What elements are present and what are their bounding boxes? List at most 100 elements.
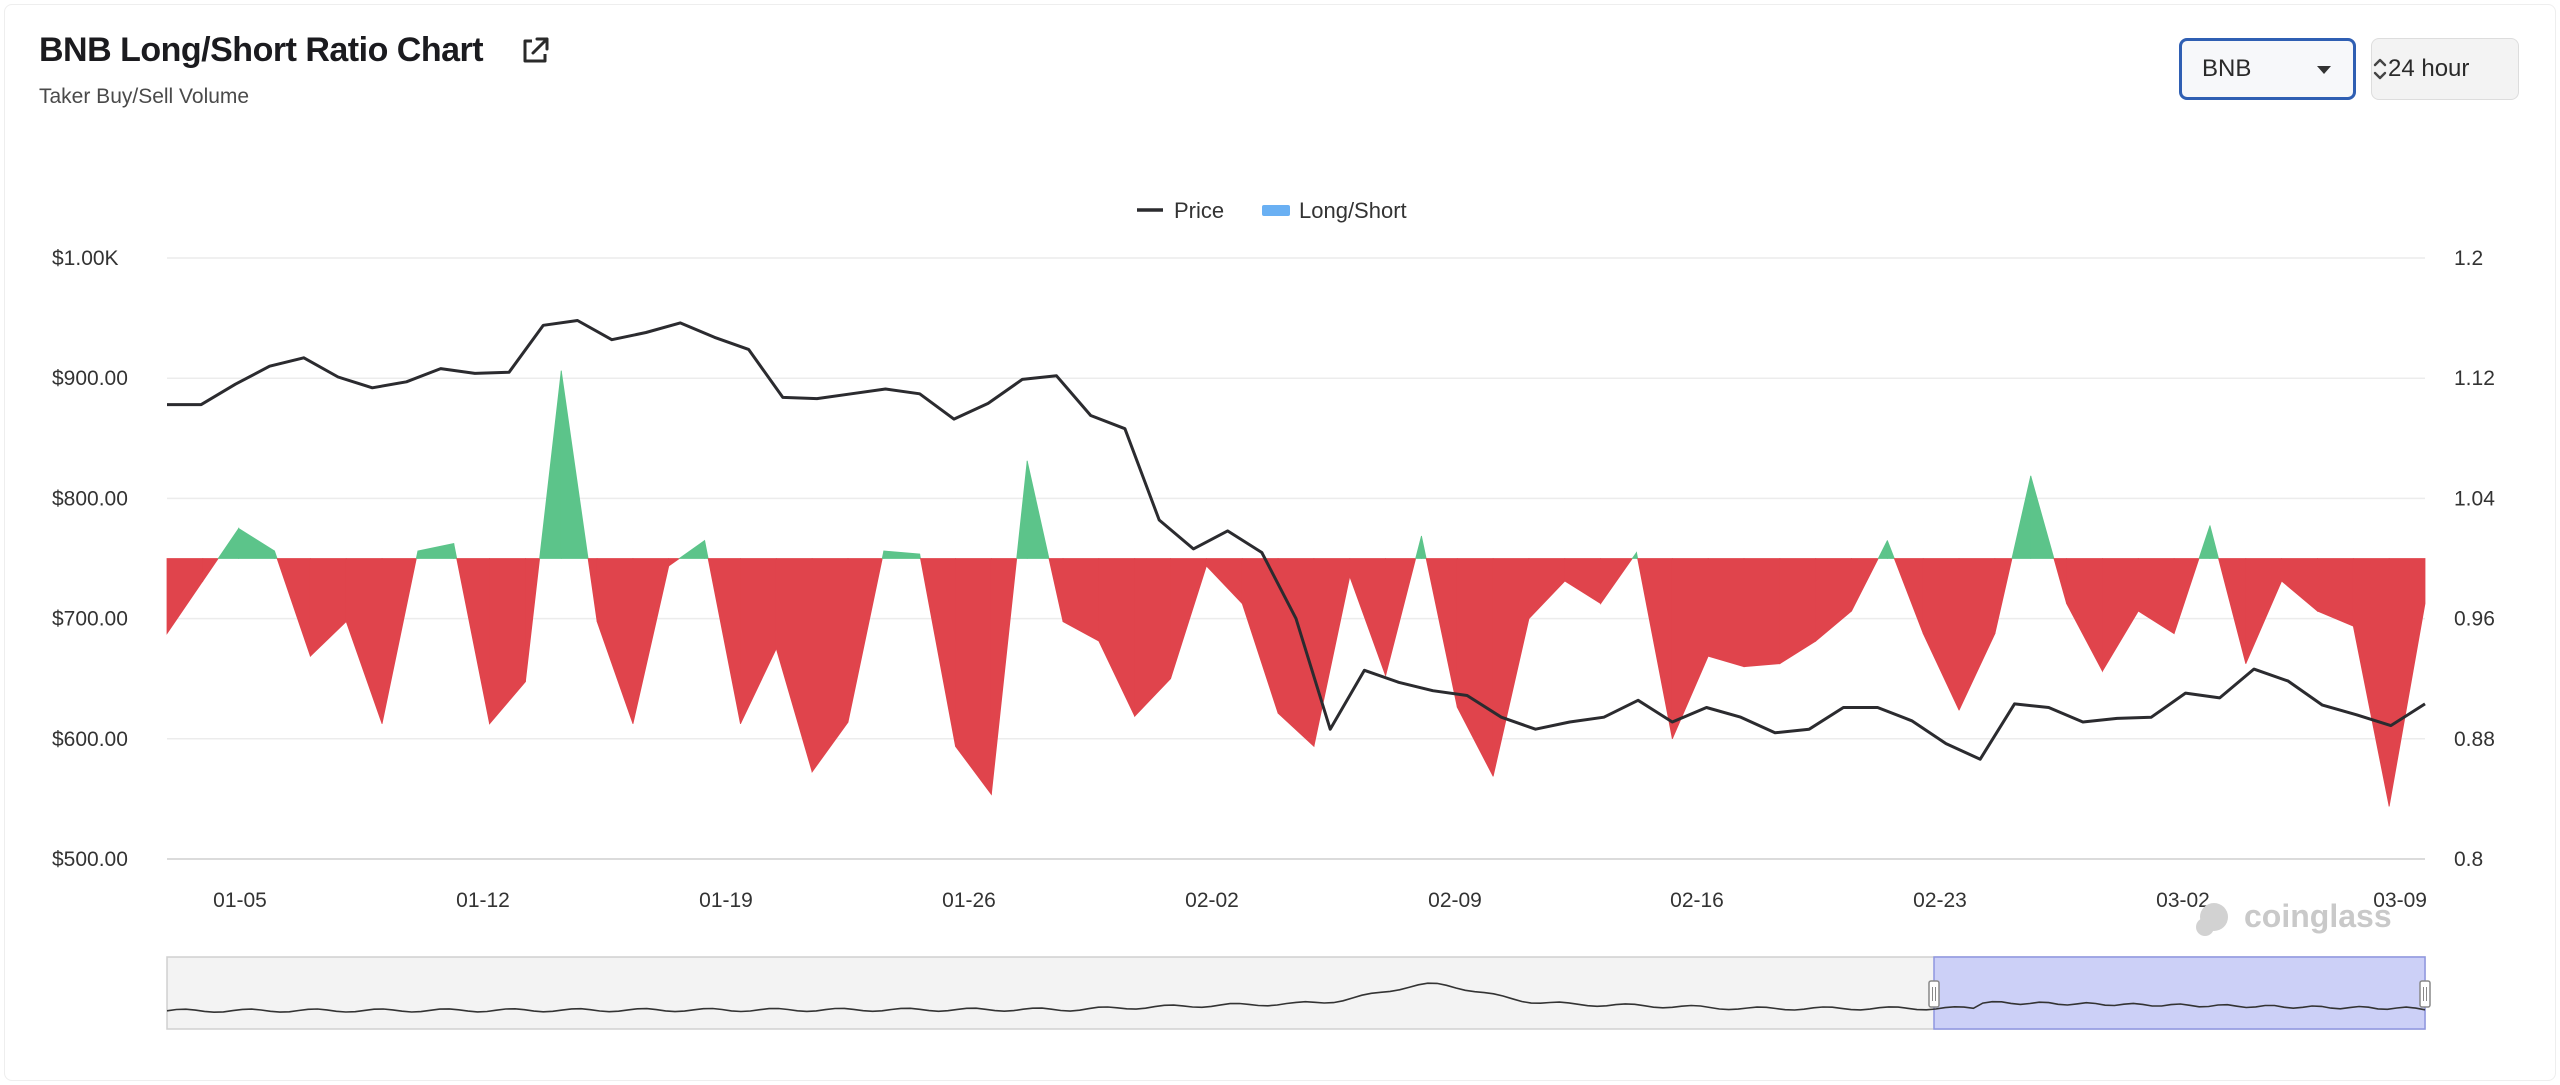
- right-axis-tick: 0.8: [2454, 848, 2483, 871]
- short-area: [2245, 558, 2283, 664]
- short-area: [587, 558, 598, 622]
- right-axis-tick: 0.88: [2454, 728, 2495, 751]
- right-axis-tick: 1.04: [2454, 487, 2495, 510]
- short-area: [1564, 558, 1602, 605]
- short-area: [775, 558, 813, 772]
- long-area: [2209, 525, 2220, 559]
- short-area: [1098, 558, 1136, 717]
- long-area: [217, 527, 240, 559]
- short-area: [456, 558, 490, 724]
- long-area: [1636, 552, 1639, 559]
- grid-lines: [167, 257, 2425, 860]
- long-area: [704, 540, 709, 559]
- short-area: [166, 558, 204, 635]
- short-area: [1851, 558, 1879, 612]
- watermark: coinglass: [2196, 898, 2392, 936]
- long-area: [883, 550, 921, 559]
- short-area: [2281, 558, 2318, 612]
- price-legend-label: Price: [1174, 198, 1224, 223]
- long-area: [238, 527, 275, 559]
- short-area: [596, 558, 634, 724]
- short-area: [2053, 558, 2067, 604]
- short-area: [1425, 558, 1458, 708]
- long-area: [678, 539, 706, 559]
- zoom-overview-line: [166, 982, 2426, 1014]
- short-area: [1277, 558, 1315, 748]
- long-area: [919, 553, 921, 559]
- coin-select[interactable]: BNB: [2179, 38, 2356, 100]
- short-area: [345, 558, 383, 724]
- short-area: [2352, 558, 2390, 807]
- short-area: [1456, 558, 1494, 777]
- short-area: [489, 558, 526, 725]
- zoom-handle-left[interactable]: [1928, 980, 1940, 1008]
- left-axis-tick: $700.00: [52, 608, 128, 631]
- external-link-icon[interactable]: [517, 33, 553, 69]
- short-area: [1815, 558, 1852, 642]
- short-area: [990, 558, 1018, 795]
- zoom-selection: [1933, 956, 2426, 1030]
- short-area: [1385, 558, 1417, 676]
- x-axis-tick: 01-12: [456, 889, 510, 912]
- short-area: [707, 558, 741, 724]
- long-area: [1016, 460, 1028, 559]
- long-area: [2198, 525, 2211, 559]
- short-area: [276, 558, 311, 657]
- long-area: [560, 370, 589, 559]
- long-short-areas: [166, 370, 2426, 807]
- right-axis-tick: 1.2: [2454, 247, 2483, 270]
- short-area: [2137, 558, 2175, 635]
- long-area: [1886, 540, 1895, 559]
- short-area: [525, 558, 541, 682]
- short-area: [1707, 558, 1745, 668]
- long-area: [1415, 535, 1422, 559]
- short-area: [668, 558, 681, 567]
- long-short-legend-label: Long/Short: [1299, 198, 1407, 223]
- zoom-handle-right[interactable]: [2419, 980, 2431, 1008]
- short-area: [1779, 558, 1817, 665]
- long-area: [274, 550, 278, 559]
- price-line: [167, 319, 2426, 761]
- short-area: [2317, 558, 2354, 627]
- long-area: [1421, 535, 1427, 559]
- short-area: [1600, 558, 1634, 605]
- x-axis-tick: 03-09: [2373, 889, 2427, 912]
- x-axis-tick: 01-19: [699, 889, 753, 912]
- short-area: [1241, 558, 1279, 714]
- page-title: BNB Long/Short Ratio Chart: [39, 31, 484, 69]
- short-area: [1743, 558, 1781, 668]
- short-area: [381, 558, 417, 724]
- short-area: [1349, 558, 1387, 676]
- long-area: [2011, 475, 2032, 559]
- period-select[interactable]: 24 hour: [2371, 38, 2519, 100]
- short-area: [1492, 558, 1530, 777]
- chart-subtitle: Taker Buy/Sell Volume: [39, 85, 250, 108]
- right-y-axis: 0.8 0.88 0.96 1.04 1.12 1.2: [2454, 247, 2495, 871]
- left-axis-tick: $1.00K: [52, 247, 119, 270]
- short-area: [2173, 558, 2200, 634]
- long-area: [417, 542, 455, 559]
- chart-card: BNB Long/Short Ratio Chart Taker Buy/Sel…: [4, 4, 2556, 1081]
- long-area: [1877, 540, 1888, 559]
- short-area: [1958, 558, 1996, 711]
- short-area: [2388, 558, 2426, 807]
- short-area: [632, 558, 670, 724]
- zoom-slider[interactable]: [166, 956, 2431, 1030]
- left-axis-tick: $600.00: [52, 728, 128, 751]
- short-area: [2102, 558, 2139, 673]
- short-area: [2066, 558, 2103, 672]
- period-select-value: 24 hour: [2388, 55, 2470, 82]
- short-area: [309, 558, 347, 658]
- left-y-axis: $500.00 $600.00 $700.00 $800.00 $900.00 $1.00…: [52, 247, 128, 871]
- legend[interactable]: Price Long/Short: [1137, 198, 1407, 223]
- long-area: [539, 370, 562, 559]
- left-axis-tick: $500.00: [52, 848, 128, 871]
- coin-select-value: BNB: [2202, 55, 2252, 82]
- short-area: [847, 558, 883, 723]
- x-axis: 01-05 01-12 01-19 01-26 02-02 02-09 02-16 02-23…: [213, 889, 2427, 912]
- up-down-chevron-icon: [2373, 58, 2387, 80]
- short-area: [1313, 558, 1351, 747]
- short-area: [1205, 558, 1243, 605]
- short-area: [2218, 558, 2247, 664]
